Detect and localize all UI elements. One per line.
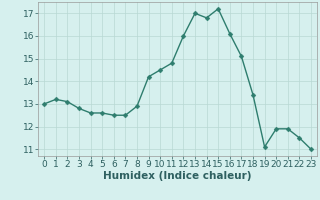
X-axis label: Humidex (Indice chaleur): Humidex (Indice chaleur) xyxy=(103,171,252,181)
